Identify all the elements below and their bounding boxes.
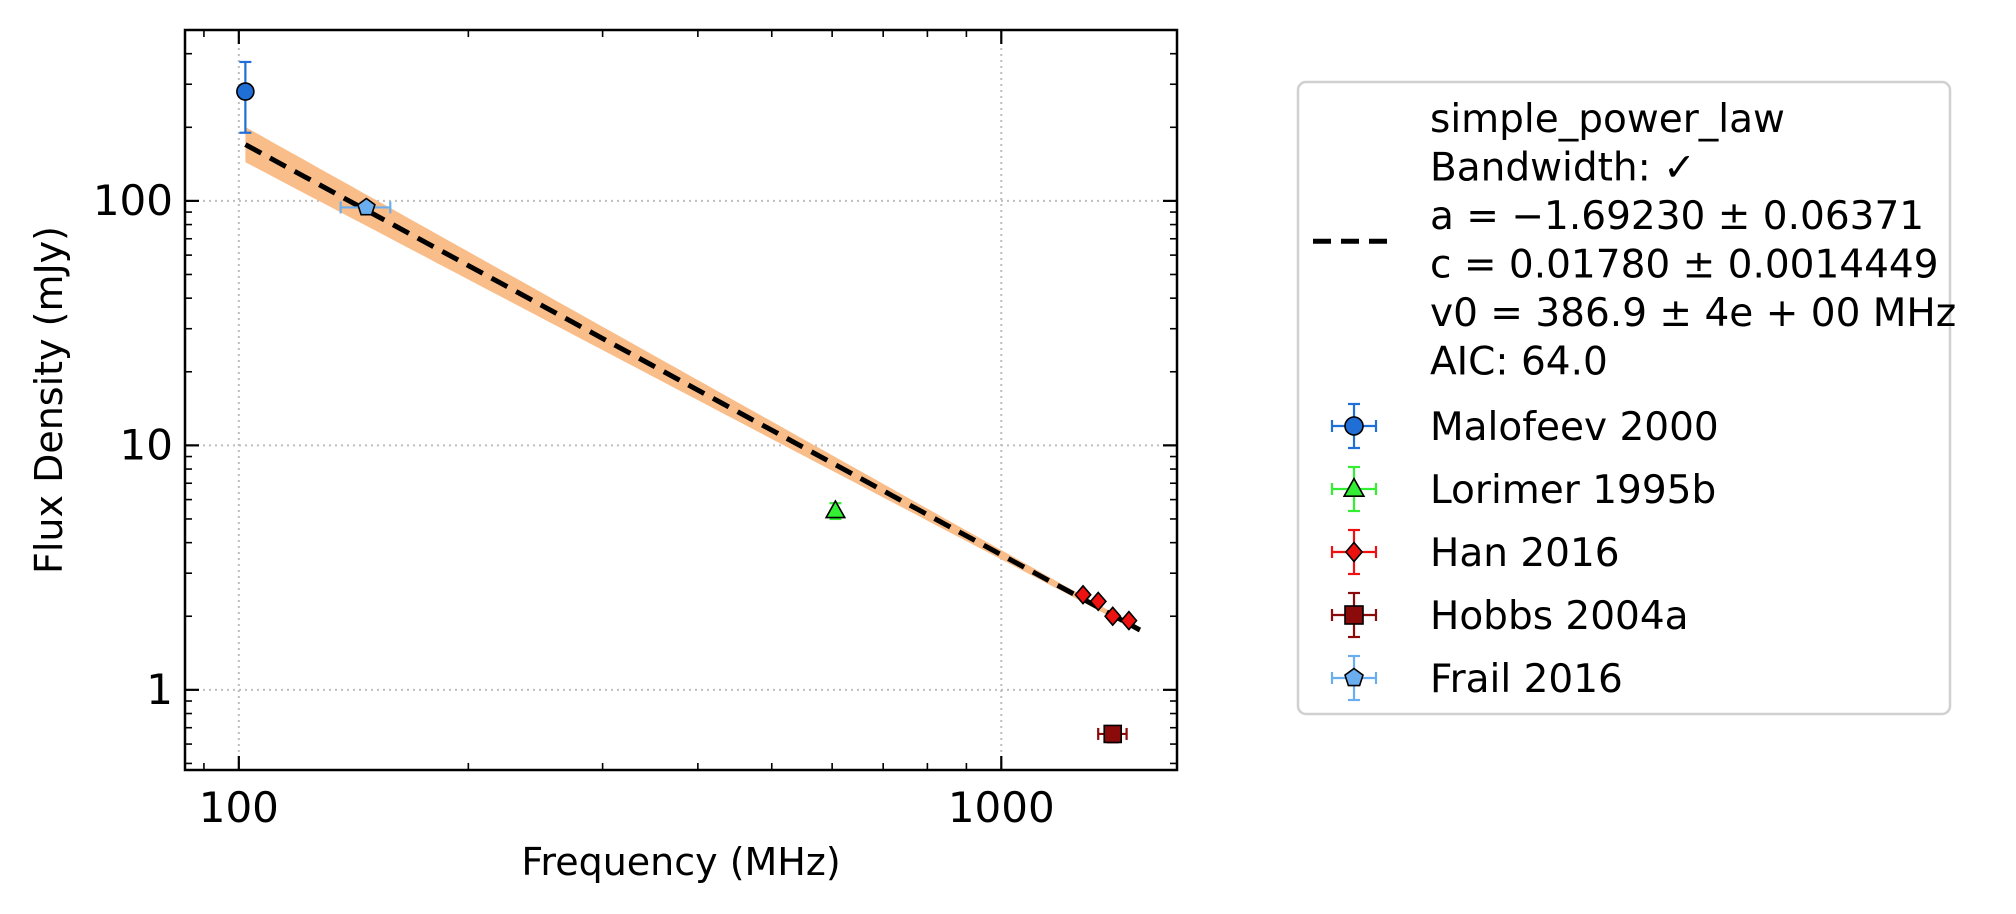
series-han-2016 <box>1074 584 1138 631</box>
legend-fit-text-line: a = −1.69230 ± 0.06371 <box>1430 194 1924 239</box>
legend-fit-text-line: simple_power_law <box>1430 97 1785 142</box>
legend-fit-text-line: AIC: 64.0 <box>1430 340 1608 385</box>
legend-marker <box>1344 541 1364 563</box>
axes: 100 1000 1 10 100 <box>93 28 1179 832</box>
plot-frame <box>183 28 1179 772</box>
legend-label: Han 2016 <box>1430 531 1620 576</box>
data-point <box>1104 606 1122 627</box>
x-tick-label: 1000 <box>948 783 1055 832</box>
x-tick-label: 100 <box>199 783 279 832</box>
data-point <box>1103 724 1123 744</box>
data-point <box>1120 610 1138 631</box>
legend-fit-text-line: c = 0.01780 ± 0.0014449 <box>1430 243 1939 288</box>
legend-marker <box>1344 667 1364 687</box>
data-point <box>356 197 376 216</box>
series-frail-2016 <box>339 197 392 216</box>
legend-label: Lorimer 1995b <box>1430 468 1716 513</box>
legend-entry-frail-2016: Frail 2016 <box>1330 654 1623 702</box>
legend-marker <box>1344 416 1364 436</box>
legend-entry-lorimer-1995b: Lorimer 1995b <box>1330 465 1716 513</box>
legend-marker <box>1342 476 1366 498</box>
data-point <box>236 82 255 101</box>
data-points <box>236 60 1138 744</box>
fit-band <box>245 127 1140 633</box>
legend-box <box>1296 80 1952 716</box>
y-axis-label: Flux Density (mJy) <box>27 226 71 574</box>
series-hobbs-2004a <box>1097 724 1128 744</box>
fit-uncertainty-band <box>245 127 1140 633</box>
data-point <box>824 499 847 519</box>
grid <box>185 30 1177 770</box>
series-malofeev-2000 <box>236 60 255 134</box>
data-point <box>1074 584 1092 605</box>
legend-marker <box>1344 605 1364 625</box>
legend-entry-hobbs-2004a: Hobbs 2004a <box>1330 591 1689 639</box>
series-lorimer-1995b <box>824 499 847 521</box>
fit-line <box>244 142 1142 633</box>
legend-fit-text-line: Bandwidth: ✓ <box>1430 146 1696 191</box>
legend-entry-han-2016: Han 2016 <box>1330 528 1620 576</box>
legend-label: Frail 2016 <box>1430 657 1623 702</box>
legend-fit-text-line: v0 = 386.9 ± 4e + 00 MHz <box>1430 291 1956 336</box>
y-tick-label: 10 <box>120 420 173 469</box>
legend-label: Hobbs 2004a <box>1430 594 1689 639</box>
y-tick-label: 100 <box>93 176 173 225</box>
fit-curve <box>244 142 1142 633</box>
y-tick-label: 1 <box>146 665 173 714</box>
x-axis-label: Frequency (MHz) <box>521 840 840 884</box>
data-point <box>1089 591 1107 612</box>
legend-label: Malofeev 2000 <box>1430 405 1719 450</box>
legend-entry-malofeev-2000: Malofeev 2000 <box>1330 402 1719 450</box>
